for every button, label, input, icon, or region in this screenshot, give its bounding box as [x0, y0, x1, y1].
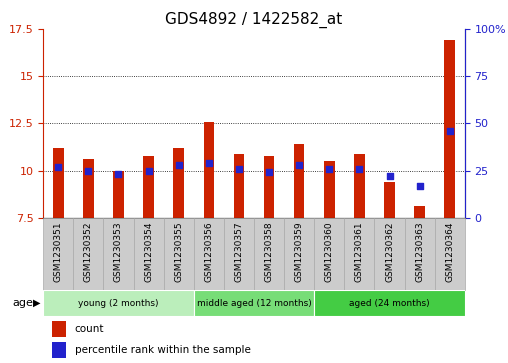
- Bar: [52, 321, 67, 337]
- Bar: [43, 218, 73, 290]
- Text: GSM1230354: GSM1230354: [144, 221, 153, 282]
- Bar: [444, 40, 455, 218]
- Point: [446, 128, 454, 134]
- Point: [325, 166, 333, 172]
- Bar: [234, 154, 244, 218]
- Bar: [284, 218, 314, 290]
- Text: GSM1230356: GSM1230356: [204, 221, 213, 282]
- Bar: [43, 290, 194, 316]
- Bar: [164, 218, 194, 290]
- Bar: [134, 218, 164, 290]
- Text: young (2 months): young (2 months): [78, 299, 158, 307]
- Text: ▶: ▶: [33, 298, 41, 308]
- Point: [54, 164, 62, 170]
- Text: GSM1230359: GSM1230359: [295, 221, 304, 282]
- Text: GSM1230351: GSM1230351: [54, 221, 63, 282]
- Point: [386, 174, 394, 179]
- Bar: [314, 218, 344, 290]
- Bar: [294, 144, 304, 218]
- Bar: [254, 218, 284, 290]
- Bar: [83, 159, 93, 218]
- Point: [416, 183, 424, 189]
- Text: GSM1230357: GSM1230357: [234, 221, 243, 282]
- Bar: [224, 218, 254, 290]
- Point: [355, 166, 363, 172]
- Point: [205, 160, 213, 166]
- Point: [114, 171, 122, 177]
- Bar: [344, 218, 374, 290]
- Point: [144, 168, 152, 174]
- Text: GSM1230362: GSM1230362: [385, 221, 394, 282]
- Text: GSM1230364: GSM1230364: [445, 221, 454, 282]
- Text: percentile rank within the sample: percentile rank within the sample: [75, 345, 250, 355]
- Bar: [204, 122, 214, 218]
- Bar: [435, 218, 465, 290]
- Text: GSM1230353: GSM1230353: [114, 221, 123, 282]
- Bar: [415, 207, 425, 218]
- Bar: [194, 218, 224, 290]
- Bar: [173, 148, 184, 218]
- Bar: [374, 218, 404, 290]
- Point: [175, 162, 183, 168]
- Bar: [314, 290, 465, 316]
- Text: GSM1230363: GSM1230363: [415, 221, 424, 282]
- Text: GSM1230361: GSM1230361: [355, 221, 364, 282]
- Bar: [52, 342, 67, 358]
- Text: GSM1230360: GSM1230360: [325, 221, 334, 282]
- Bar: [73, 218, 104, 290]
- Point: [84, 168, 92, 174]
- Bar: [143, 155, 154, 218]
- Point: [265, 170, 273, 175]
- Text: count: count: [75, 324, 104, 334]
- Text: GSM1230355: GSM1230355: [174, 221, 183, 282]
- Point: [295, 162, 303, 168]
- Bar: [104, 218, 134, 290]
- Text: age: age: [13, 298, 34, 308]
- Text: aged (24 months): aged (24 months): [349, 299, 430, 307]
- Text: middle aged (12 months): middle aged (12 months): [197, 299, 311, 307]
- Title: GDS4892 / 1422582_at: GDS4892 / 1422582_at: [166, 12, 342, 28]
- Text: GSM1230358: GSM1230358: [265, 221, 274, 282]
- Bar: [404, 218, 435, 290]
- Bar: [324, 161, 335, 218]
- Bar: [264, 155, 274, 218]
- Bar: [194, 290, 314, 316]
- Point: [235, 166, 243, 172]
- Bar: [354, 154, 365, 218]
- Bar: [384, 182, 395, 218]
- Text: GSM1230352: GSM1230352: [84, 221, 93, 282]
- Bar: [53, 148, 64, 218]
- Bar: [113, 171, 124, 218]
